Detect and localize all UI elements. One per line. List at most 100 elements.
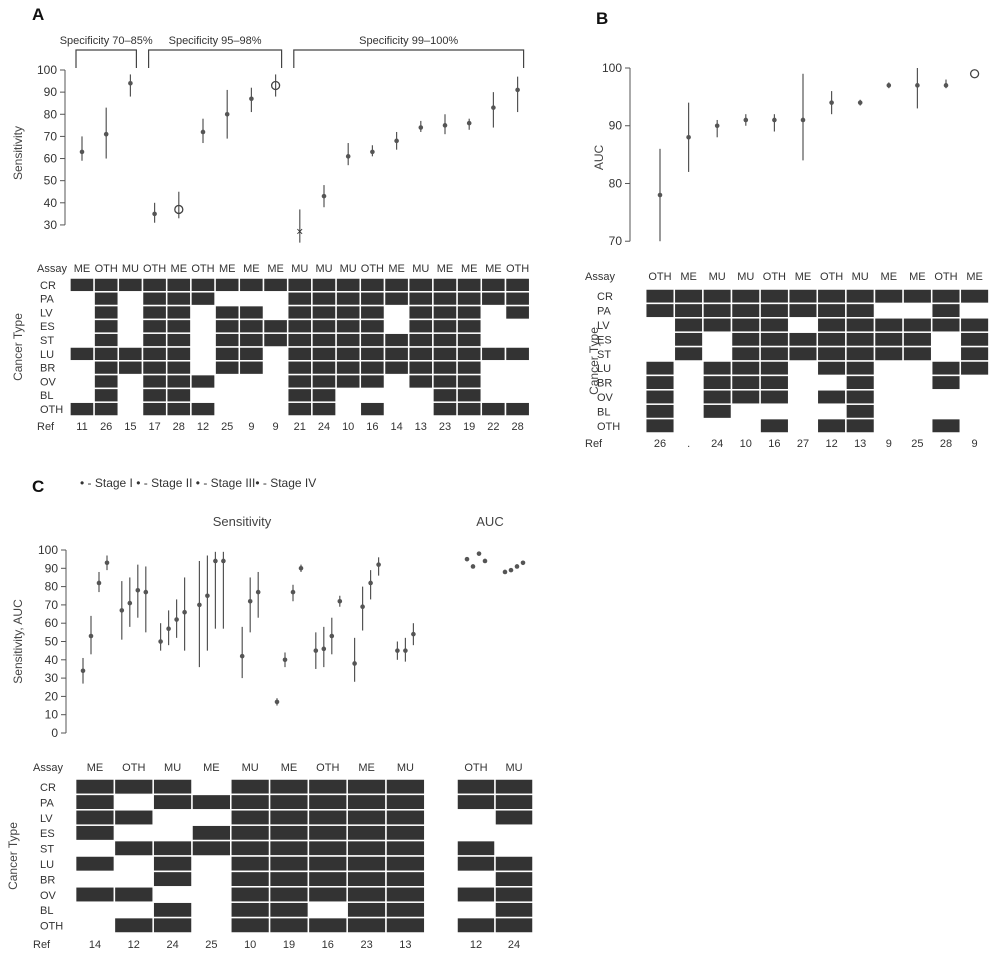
cancer-type-label: BR <box>40 874 55 886</box>
matrix-cell <box>93 387 120 403</box>
matrix-cell <box>959 317 990 333</box>
matrix-cell <box>311 346 337 362</box>
matrix-cell <box>268 901 310 919</box>
ref-label: 12 <box>197 421 209 433</box>
cancer-type-label: PA <box>40 797 55 809</box>
matrix-cell <box>456 387 483 403</box>
matrix-cell <box>165 360 192 376</box>
matrix-cell <box>644 302 676 319</box>
matrix-cell <box>432 373 458 390</box>
matrix-cell <box>152 901 193 919</box>
matrix-cell <box>335 373 362 390</box>
matrix-cell <box>346 793 387 811</box>
matrix-cell <box>407 277 434 293</box>
matrix-cell <box>730 317 761 333</box>
matrix-cell <box>152 870 193 888</box>
cancer-type-label: CR <box>40 782 56 794</box>
cancer-type-label: ES <box>40 321 55 333</box>
specificity-bracket <box>293 49 525 68</box>
data-point <box>657 192 663 198</box>
matrix-cell <box>456 360 483 376</box>
ref-label: 12 <box>128 939 140 951</box>
matrix-cell <box>359 277 386 293</box>
matrix-cell <box>141 332 168 348</box>
assay-label: MU <box>737 271 754 283</box>
matrix-cell <box>959 288 990 305</box>
cancer-type-label: OTH <box>597 421 620 433</box>
ref-label: 19 <box>283 939 295 951</box>
matrix-cell <box>190 291 216 307</box>
matrix-cell <box>165 304 192 321</box>
y-tick-label: 40 <box>45 653 59 667</box>
matrix-cell <box>262 318 289 334</box>
matrix-cell <box>873 331 904 348</box>
matrix-cell <box>730 374 761 391</box>
matrix-cell <box>816 360 847 377</box>
matrix-cell <box>286 318 313 334</box>
matrix-cell <box>335 277 362 293</box>
matrix-cell <box>346 870 387 888</box>
matrix-cell <box>494 901 534 919</box>
matrix-cell <box>787 302 819 319</box>
matrix-cell <box>214 318 241 334</box>
data-point <box>103 131 109 137</box>
matrix-cell <box>165 401 192 417</box>
matrix-cell <box>165 291 192 307</box>
cancer-type-label: ES <box>40 828 55 840</box>
matrix-cell <box>759 317 790 333</box>
matrix-cell <box>787 345 819 362</box>
y-tick-label: 80 <box>45 580 59 594</box>
assay-label: MU <box>291 263 308 275</box>
specificity-bracket <box>148 49 283 68</box>
cancer-type-label: OTH <box>40 921 63 933</box>
data-point <box>394 138 399 144</box>
data-point <box>502 569 508 575</box>
data-point <box>464 556 470 562</box>
cancer-type-label: BL <box>40 905 53 917</box>
matrix-cell <box>644 288 676 305</box>
stage-legend: • - Stage I • - Stage II • - Stage III• … <box>80 476 316 490</box>
assay-label: ME <box>243 263 260 275</box>
ref-label: 28 <box>173 421 185 433</box>
data-point <box>520 560 526 566</box>
matrix-cell <box>335 346 362 362</box>
matrix-cell <box>385 916 426 934</box>
matrix-cell <box>335 360 362 376</box>
data-point <box>128 80 133 86</box>
data-point <box>943 83 949 88</box>
matrix-cell <box>644 360 676 377</box>
matrix-cell <box>74 778 116 796</box>
matrix-cell <box>93 346 120 362</box>
matrix-cell <box>407 346 434 362</box>
matrix-cell <box>432 346 458 362</box>
matrix-cell <box>456 304 483 321</box>
matrix-cell <box>385 855 426 873</box>
matrix-cell <box>230 916 271 934</box>
matrix-cell <box>238 304 265 321</box>
data-point <box>200 129 206 135</box>
matrix-cell <box>307 839 348 857</box>
matrix-cell <box>268 916 310 934</box>
matrix-cell <box>359 360 386 376</box>
matrix-cell <box>385 824 426 842</box>
assay-label: OTH <box>464 762 487 774</box>
data-point <box>376 562 381 567</box>
data-point <box>329 633 335 639</box>
data-point <box>166 626 171 631</box>
ref-label: 13 <box>399 939 411 951</box>
y-tick-label: 70 <box>45 598 59 612</box>
cancer-type-label: ES <box>597 334 612 346</box>
matrix-cell <box>69 277 95 293</box>
matrix-cell <box>335 332 362 348</box>
ref-label: 26 <box>654 438 666 450</box>
matrix-cell <box>113 809 154 826</box>
matrix-cell <box>359 346 386 362</box>
matrix-cell <box>845 302 876 319</box>
matrix-cell <box>930 317 962 333</box>
matrix-cell <box>141 346 168 362</box>
matrix-cell <box>494 855 534 873</box>
ref-label: 9 <box>273 421 279 433</box>
matrix-cell <box>165 387 192 403</box>
